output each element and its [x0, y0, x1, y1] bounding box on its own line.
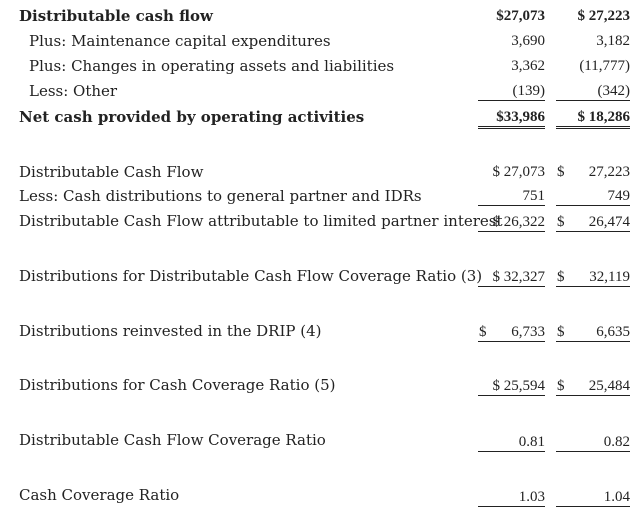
cell-col2: 0.82 — [556, 433, 630, 452]
cell-col1: $ 6,733 — [478, 323, 545, 342]
cell-value: 32,119 — [589, 269, 630, 285]
row-label: Distributable Cash Flow Coverage Ratio — [19, 431, 326, 449]
currency-sign: $ — [557, 164, 565, 180]
cell-col1: 751 — [478, 187, 545, 206]
cell-col2: $ 18,286 — [556, 108, 630, 129]
cell-col1: 3,362 — [511, 58, 545, 74]
cell-col1: $ 25,594 — [478, 377, 545, 396]
currency-sign: $ — [557, 214, 565, 230]
cell-col2: $ 25,484 — [556, 377, 630, 396]
row-label: Distributions reinvested in the DRIP (4) — [19, 322, 322, 340]
row-label: Distributable Cash Flow — [19, 163, 204, 181]
cell-col2: 27,223 — [588, 164, 630, 180]
row-label: Net cash provided by operating activitie… — [19, 108, 365, 126]
cell-value: 6,733 — [511, 324, 545, 340]
cell-col1: $ 26,322 — [478, 213, 545, 232]
cell-col2: $ 32,119 — [556, 268, 630, 287]
row-label: Cash Coverage Ratio — [19, 486, 180, 504]
row-label: Plus: Maintenance capital expenditures — [29, 32, 331, 50]
cell-col1: $ 32,327 — [478, 268, 545, 287]
cell-col2: $ 6,635 — [556, 323, 630, 342]
cell-col1: 1.03 — [478, 488, 545, 507]
row-label: Less: Cash distributions to general part… — [19, 187, 422, 205]
currency-sign: $ — [557, 324, 565, 340]
cell-col1: $ 27,073 — [492, 164, 546, 180]
currency-sign: $ — [557, 378, 565, 394]
cell-col2: $ 27,223 — [577, 8, 631, 24]
cell-value: 26,474 — [588, 214, 630, 230]
cell-col1: 3,690 — [511, 33, 545, 49]
cell-col2: $ 26,474 — [556, 213, 630, 232]
cell-col2: (11,777) — [579, 58, 630, 74]
row-label: Plus: Changes in operating assets and li… — [29, 57, 395, 75]
cell-col1: $33,986 — [478, 108, 545, 129]
row-label: Distributions for Cash Coverage Ratio (5… — [19, 376, 336, 394]
cell-col2: (342) — [556, 82, 630, 101]
cell-col1: (139) — [478, 82, 545, 101]
cell-value: 6,635 — [596, 324, 630, 340]
cell-value: 25,484 — [588, 378, 630, 394]
cell-col2: 749 — [556, 187, 630, 206]
currency-sign: $ — [557, 269, 565, 285]
row-label: Less: Other — [29, 82, 118, 100]
cell-col1: $27,073 — [496, 8, 545, 24]
cell-col2: 1.04 — [556, 488, 630, 507]
row-label: Distributable cash flow — [19, 7, 213, 25]
cell-col1: 0.81 — [478, 433, 545, 452]
row-label: Distributable Cash Flow attributable to … — [19, 212, 503, 230]
row-label: Distributions for Distributable Cash Flo… — [19, 267, 483, 285]
currency-sign: $ — [479, 324, 487, 340]
cell-col2: 3,182 — [596, 33, 630, 49]
